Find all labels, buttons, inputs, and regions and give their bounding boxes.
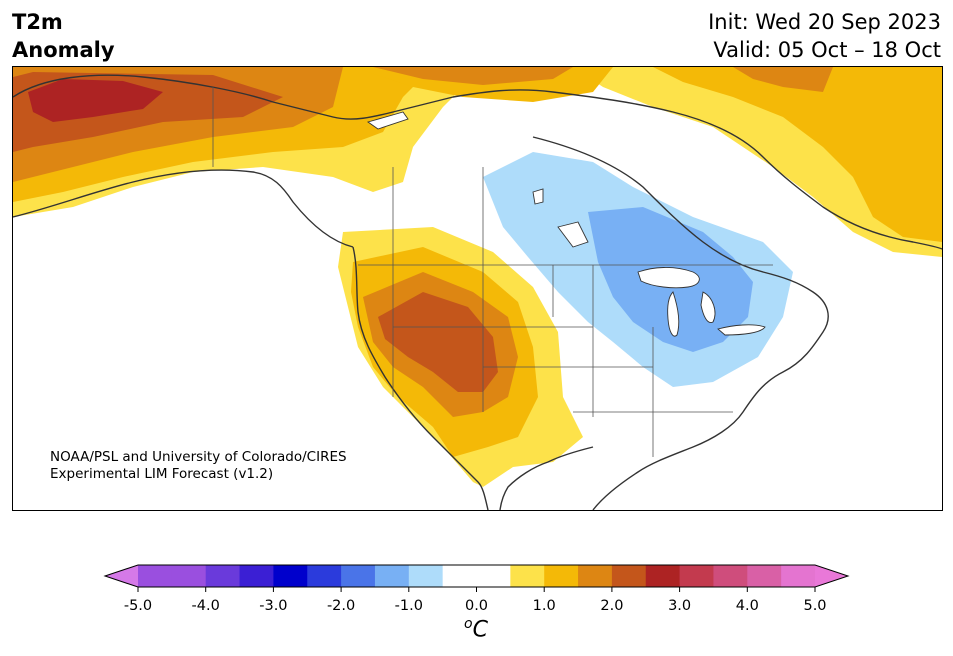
coastlines — [13, 74, 942, 510]
forecast-credit: NOAA/PSL and University of Colorado/CIRE… — [50, 449, 347, 483]
colorbar-bin-8 — [408, 565, 444, 587]
colorbar-scale — [103, 564, 850, 592]
colorbar-extend-low — [105, 565, 138, 587]
colorbar-extend-high — [815, 565, 848, 587]
colorbar-units: oC — [464, 616, 488, 642]
colorbar-tick-label: 0.0 — [464, 598, 489, 614]
colorbar-bin-12 — [578, 565, 613, 587]
colorbar-bin-10 — [510, 565, 545, 587]
init-date: Init: Wed 20 Sep 2023 — [708, 10, 941, 34]
forecast-dates: Init: Wed 20 Sep 2023 Valid: 05 Oct – 18… — [708, 8, 941, 64]
units-label: C — [472, 617, 488, 643]
map-title: T2m Anomaly — [12, 8, 115, 64]
colorbar-bin-18 — [781, 565, 816, 587]
variable-name: T2m — [12, 10, 63, 34]
valid-range: Valid: 05 Oct – 18 Oct — [713, 38, 941, 62]
colorbar-tick-label: 4.0 — [735, 598, 759, 614]
colorbar-bin-16 — [713, 565, 748, 587]
warm-region-northeast-3 — [733, 67, 833, 92]
warm-region-northwest-5 — [28, 79, 163, 122]
map-canvas — [13, 67, 942, 510]
colorbar-tick-label: -4.0 — [191, 598, 220, 614]
credit-line-2: Experimental LIM Forecast (v1.2) — [50, 466, 274, 482]
warm-region-northeast-2 — [653, 67, 942, 242]
colorbar-tick-label: -2.0 — [326, 598, 356, 614]
colorbar-tick-label: -5.0 — [123, 598, 153, 614]
colorbar-bin-13 — [611, 565, 647, 587]
units-superscript: o — [464, 616, 473, 632]
colorbar-bin-9 — [442, 565, 511, 587]
colorbar-tick-label: -3.0 — [259, 598, 288, 614]
colorbar-bin-1 — [171, 565, 207, 587]
warm-region-west-4 — [378, 292, 498, 392]
colorbar-bin-5 — [307, 565, 342, 587]
colorbar-tick-label: 1.0 — [532, 598, 556, 614]
great-lakes — [366, 111, 766, 337]
colorbar-bin-14 — [645, 565, 681, 587]
colorbar-bin-2 — [205, 565, 241, 587]
warm-region-arctic-islands-2 — [373, 67, 573, 85]
colorbar-bin-6 — [341, 565, 376, 587]
colorbar-bin-0 — [138, 565, 173, 587]
colorbar-tick-label: -1.0 — [394, 598, 423, 614]
colorbar: -5.0 -4.0 -3.0 -2.0 -1.0 0.0 1.0 2.0 3.0 4.0 5.0 o… — [0, 560, 953, 656]
credit-line-1: NOAA/PSL and University of Colorado/CIRE… — [50, 449, 347, 465]
colorbar-tick-label: 2.0 — [600, 598, 624, 614]
colorbar-bin-3 — [239, 565, 274, 587]
anomaly-map — [12, 66, 943, 511]
colorbar-bin-4 — [273, 565, 308, 587]
colorbar-tick-label: 3.0 — [668, 598, 692, 614]
colorbar-bin-17 — [747, 565, 782, 587]
variable-kind: Anomaly — [12, 38, 115, 62]
colorbar-bin-11 — [544, 565, 579, 587]
colorbar-bin-7 — [374, 565, 410, 587]
colorbar-tick-label: 5.0 — [803, 598, 827, 614]
colorbar-bin-15 — [679, 565, 714, 587]
political-borders — [212, 87, 773, 457]
